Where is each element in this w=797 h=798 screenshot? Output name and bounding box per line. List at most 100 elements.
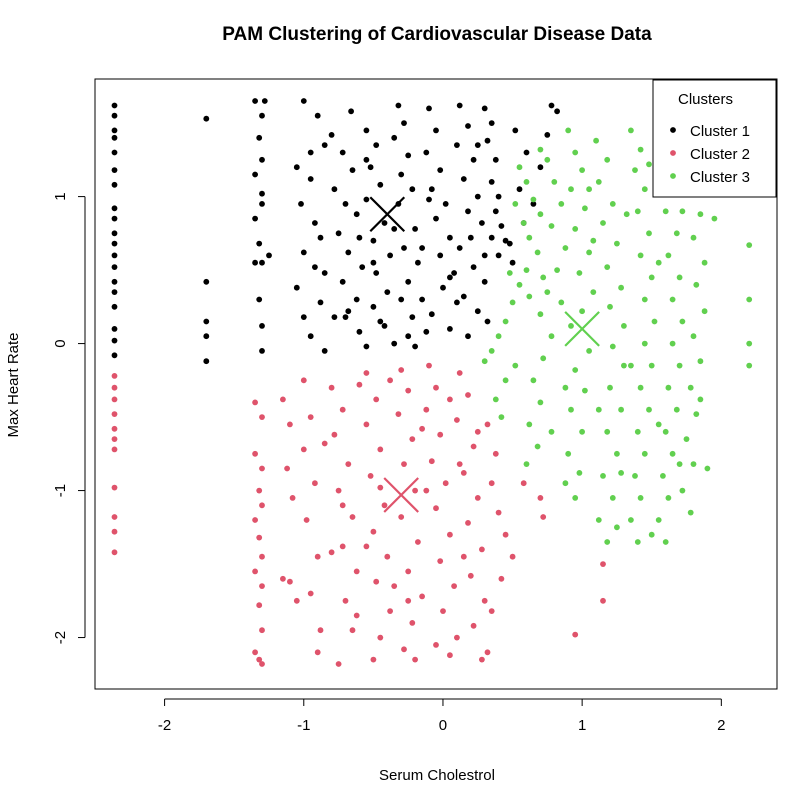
point-cluster-1	[349, 167, 356, 174]
point-cluster-3	[690, 333, 697, 340]
point-cluster-3	[646, 406, 652, 413]
point-cluster-1	[428, 311, 435, 318]
point-cluster-3	[746, 242, 753, 249]
point-cluster-2	[259, 627, 265, 634]
point-cluster-2	[479, 656, 485, 663]
point-cluster-1	[312, 264, 318, 270]
x-tick-label: -1	[297, 717, 310, 734]
point-cluster-3	[669, 340, 676, 347]
point-cluster-3	[669, 450, 676, 457]
point-cluster-3	[572, 226, 579, 232]
point-cluster-2	[456, 461, 463, 467]
point-cluster-2	[447, 396, 453, 403]
point-cluster-3	[600, 220, 606, 226]
point-cluster-3	[579, 308, 585, 315]
point-cluster-2	[331, 431, 338, 438]
point-cluster-1	[298, 201, 304, 207]
point-cluster-2	[488, 480, 495, 487]
point-cluster-2	[111, 484, 118, 491]
medoid-cluster-3	[564, 311, 600, 347]
legend-marker-cluster-2	[670, 150, 676, 156]
point-cluster-1	[377, 181, 384, 188]
point-cluster-3	[537, 311, 544, 318]
point-cluster-2	[314, 649, 321, 656]
point-cluster-2	[456, 370, 463, 376]
point-cluster-3	[660, 473, 666, 479]
x-tick-label: 0	[439, 717, 447, 734]
point-cluster-3	[582, 387, 588, 394]
point-cluster-2	[256, 487, 263, 494]
point-cluster-3	[665, 384, 672, 391]
point-cluster-3	[634, 208, 641, 215]
point-cluster-1	[111, 240, 118, 247]
point-cluster-2	[259, 553, 265, 560]
point-cluster-2	[289, 495, 296, 501]
legend-title: Clusters	[678, 91, 733, 108]
point-cluster-1	[111, 205, 118, 212]
point-cluster-2	[256, 534, 263, 541]
point-cluster-1	[437, 252, 444, 259]
point-cluster-1	[348, 108, 354, 115]
point-cluster-1	[111, 134, 118, 141]
point-cluster-3	[655, 517, 662, 523]
point-cluster-2	[314, 553, 321, 560]
point-cluster-1	[293, 164, 300, 171]
point-cluster-2	[401, 461, 407, 467]
point-cluster-1	[495, 252, 502, 259]
point-cluster-2	[111, 446, 118, 453]
point-cluster-1	[252, 259, 258, 266]
point-cluster-1	[405, 333, 412, 340]
point-cluster-2	[317, 627, 324, 634]
point-cluster-2	[373, 578, 380, 585]
point-cluster-3	[568, 186, 574, 193]
point-cluster-1	[460, 293, 467, 300]
point-cluster-3	[502, 377, 509, 384]
point-cluster-1	[512, 127, 519, 134]
point-cluster-2	[259, 414, 265, 420]
point-cluster-1	[370, 259, 377, 266]
point-cluster-3	[523, 461, 530, 467]
point-cluster-3	[687, 509, 694, 516]
point-cluster-3	[572, 495, 579, 501]
point-cluster-3	[609, 343, 616, 350]
point-cluster-3	[687, 384, 694, 391]
point-cluster-3	[586, 249, 592, 256]
point-cluster-1	[342, 314, 349, 320]
point-cluster-3	[618, 470, 624, 476]
y-axis-label: Max Heart Rate	[5, 332, 22, 437]
point-cluster-3	[646, 230, 652, 237]
point-cluster-3	[679, 487, 686, 494]
point-cluster-1	[293, 284, 300, 291]
point-cluster-3	[544, 289, 551, 295]
point-cluster-1	[484, 318, 491, 325]
point-cluster-2	[300, 377, 307, 384]
point-cluster-1	[442, 201, 449, 207]
point-cluster-1	[544, 132, 551, 138]
point-cluster-3	[621, 362, 627, 369]
point-cluster-1	[331, 186, 338, 193]
point-cluster-2	[405, 387, 412, 394]
point-cluster-2	[520, 480, 527, 487]
point-cluster-3	[600, 473, 606, 479]
point-cluster-3	[618, 406, 624, 413]
point-cluster-3	[711, 215, 718, 222]
point-cluster-3	[701, 308, 708, 315]
point-cluster-2	[111, 549, 118, 556]
point-cluster-2	[342, 597, 349, 604]
point-cluster-2	[401, 646, 407, 653]
point-cluster-2	[474, 495, 481, 501]
point-cluster-2	[303, 517, 310, 523]
point-cluster-3	[492, 396, 499, 403]
point-cluster-1	[470, 156, 477, 163]
point-cluster-2	[287, 421, 293, 428]
point-cluster-1	[312, 220, 318, 226]
point-cluster-2	[300, 446, 307, 453]
point-cluster-1	[317, 299, 324, 306]
point-cluster-1	[479, 220, 485, 226]
point-cluster-3	[655, 421, 662, 428]
point-cluster-1	[387, 252, 393, 259]
point-cluster-1	[440, 284, 446, 291]
point-cluster-1	[447, 234, 453, 241]
point-cluster-1	[373, 270, 380, 276]
